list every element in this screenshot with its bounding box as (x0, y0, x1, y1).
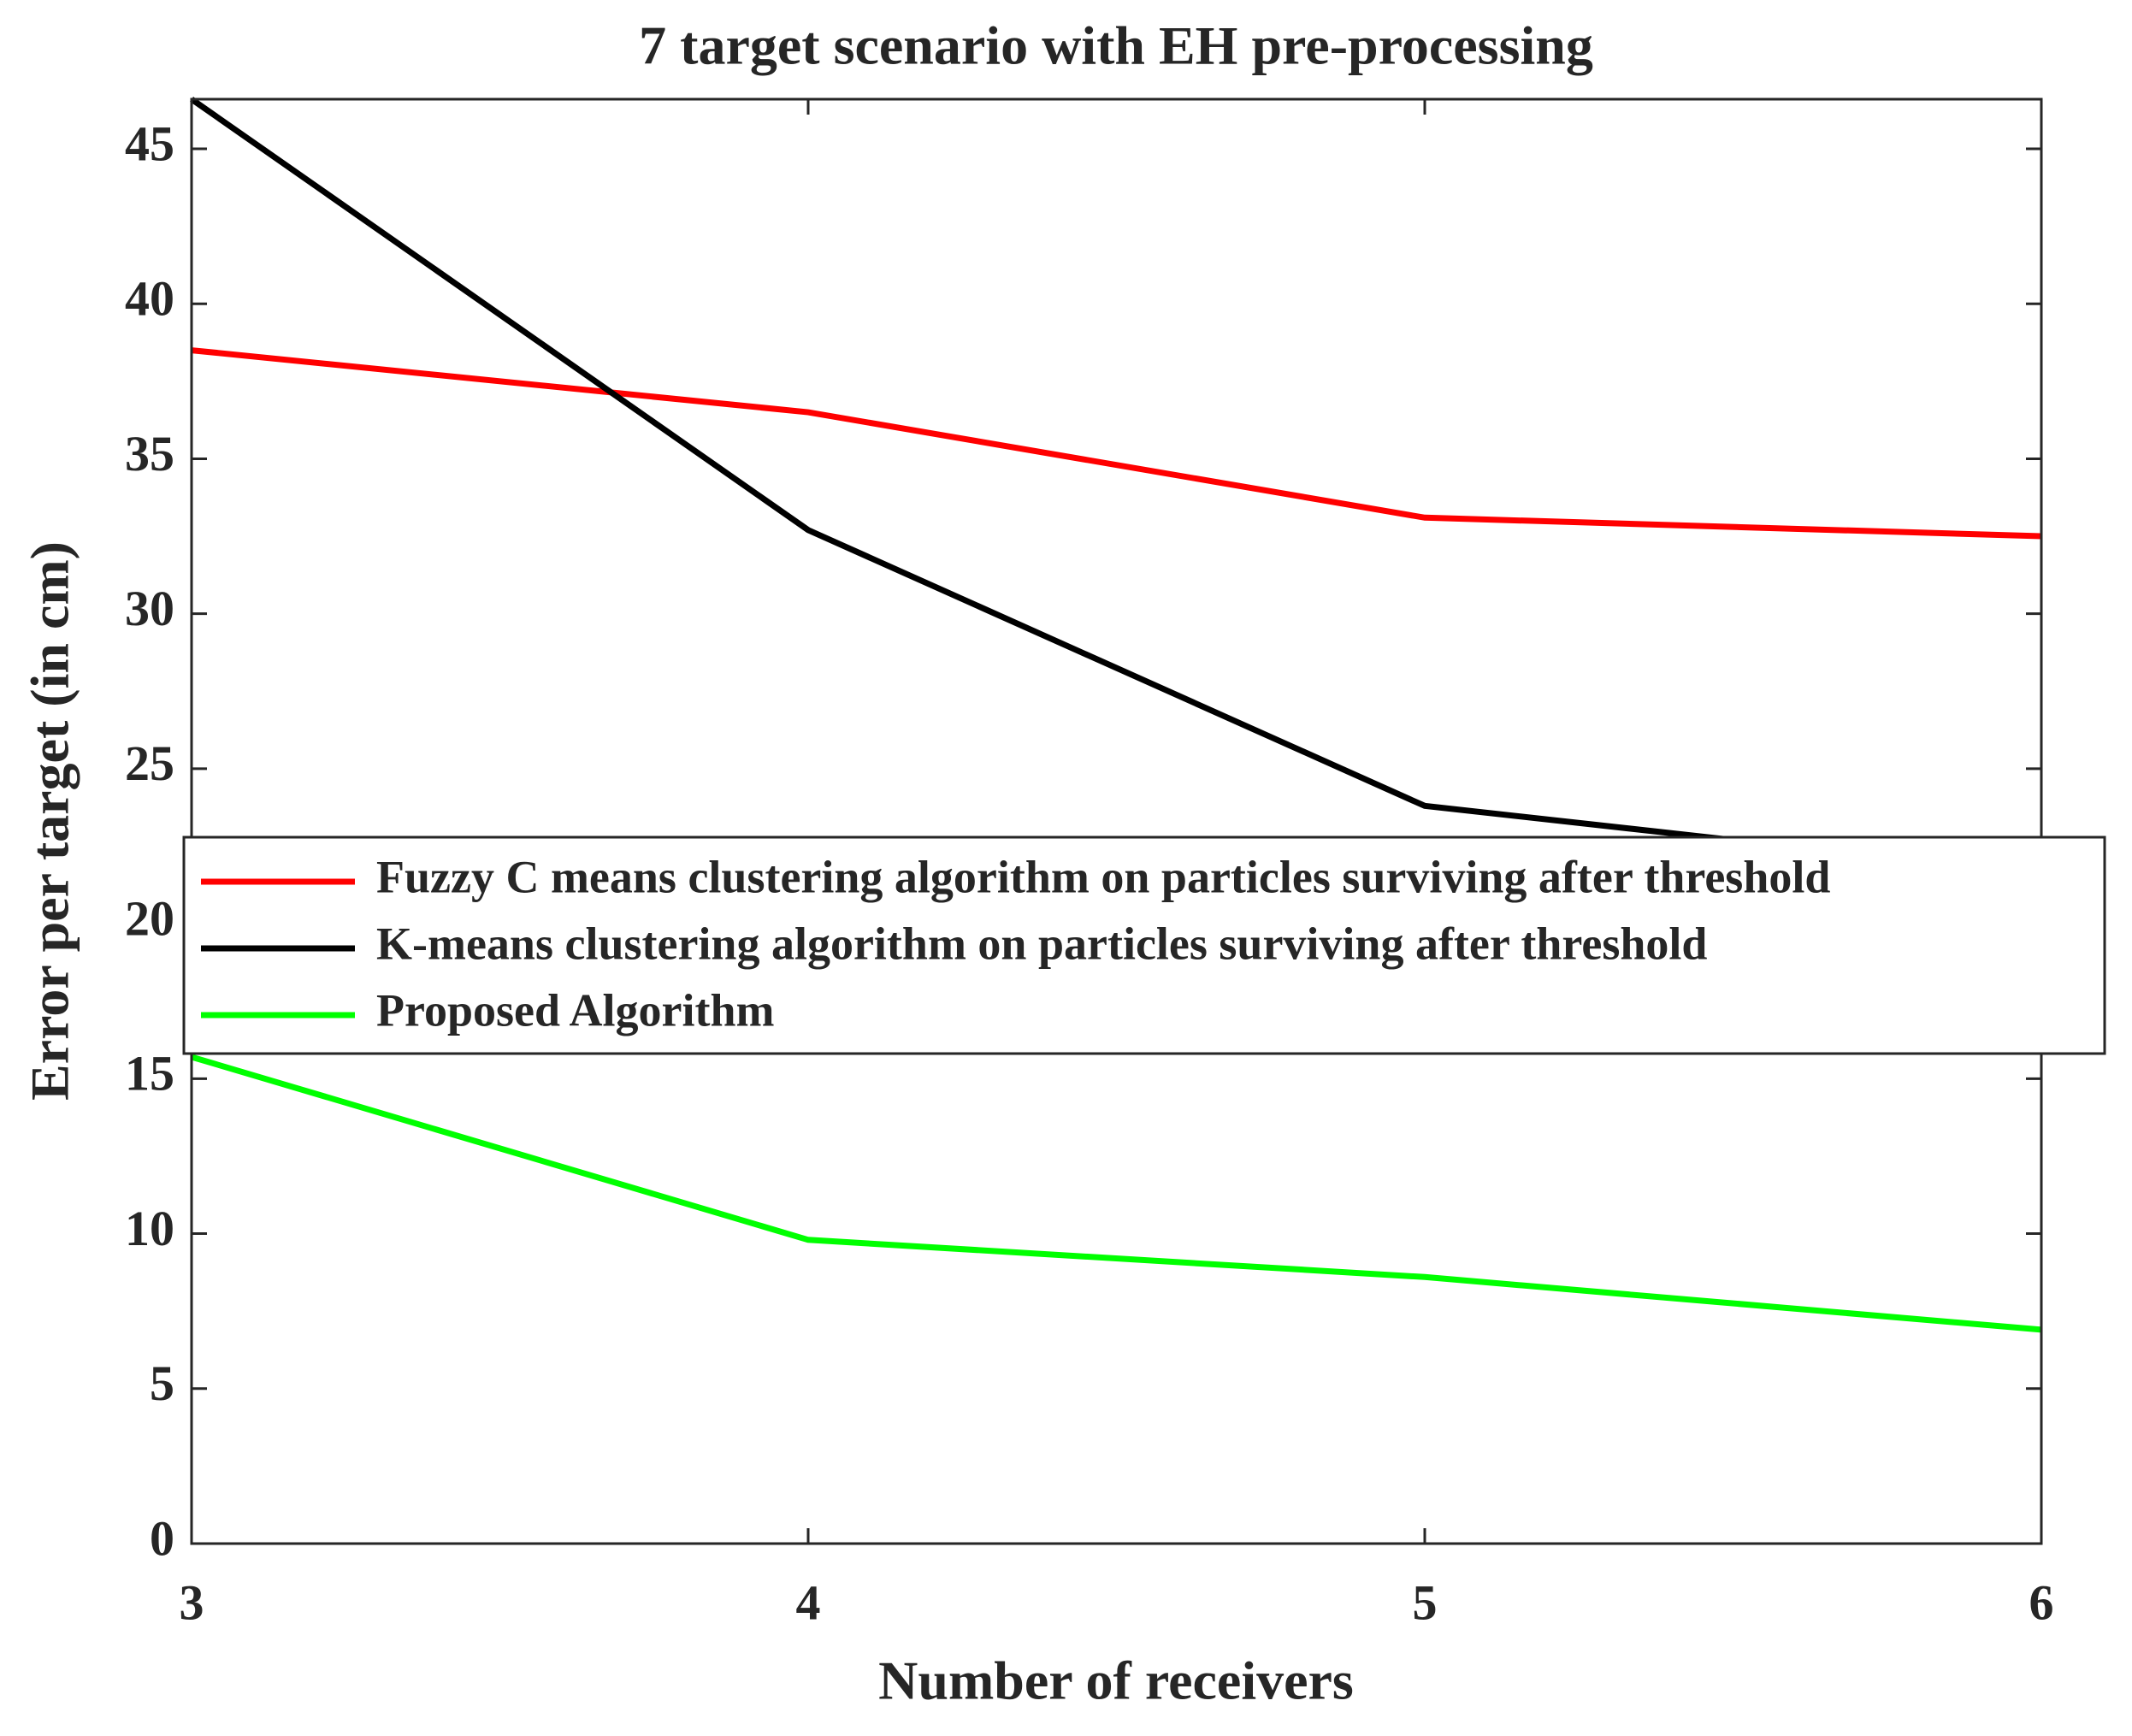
x-tick-label: 3 (180, 1574, 204, 1630)
y-tick-label: 40 (125, 271, 174, 327)
plot-frame (190, 97, 2043, 1545)
y-tick-label: 20 (125, 890, 174, 946)
data-line (191, 1054, 2042, 1333)
y-tick-label: 5 (150, 1355, 174, 1411)
y-axis-label: Error per target (in cm) (20, 541, 80, 1101)
x-tick-label: 4 (796, 1574, 821, 1630)
y-tick-label: 0 (150, 1510, 174, 1566)
y-tick-label: 35 (125, 426, 174, 481)
legend-box (182, 836, 2106, 1055)
y-tick-label: 30 (125, 581, 174, 636)
x-tick-label: 5 (1413, 1574, 1438, 1630)
y-tick-label: 10 (125, 1201, 174, 1256)
chart-title: 7 target scenario with EH pre-processing (639, 15, 1593, 76)
x-tick-label: 6 (2029, 1574, 2054, 1630)
y-tick-label: 45 (125, 115, 174, 171)
legend-label: K-means clustering algorithm on particle… (376, 918, 1707, 969)
legend-label: Proposed Algorithm (376, 984, 775, 1036)
y-tick-label: 15 (125, 1046, 174, 1101)
data-line (191, 347, 2042, 540)
y-tick-label: 25 (125, 735, 174, 791)
legend-label: Fuzzy C means clustering algorithm on pa… (376, 851, 1830, 902)
x-axis-label: Number of receivers (878, 1650, 1354, 1711)
data-line (189, 97, 2042, 877)
